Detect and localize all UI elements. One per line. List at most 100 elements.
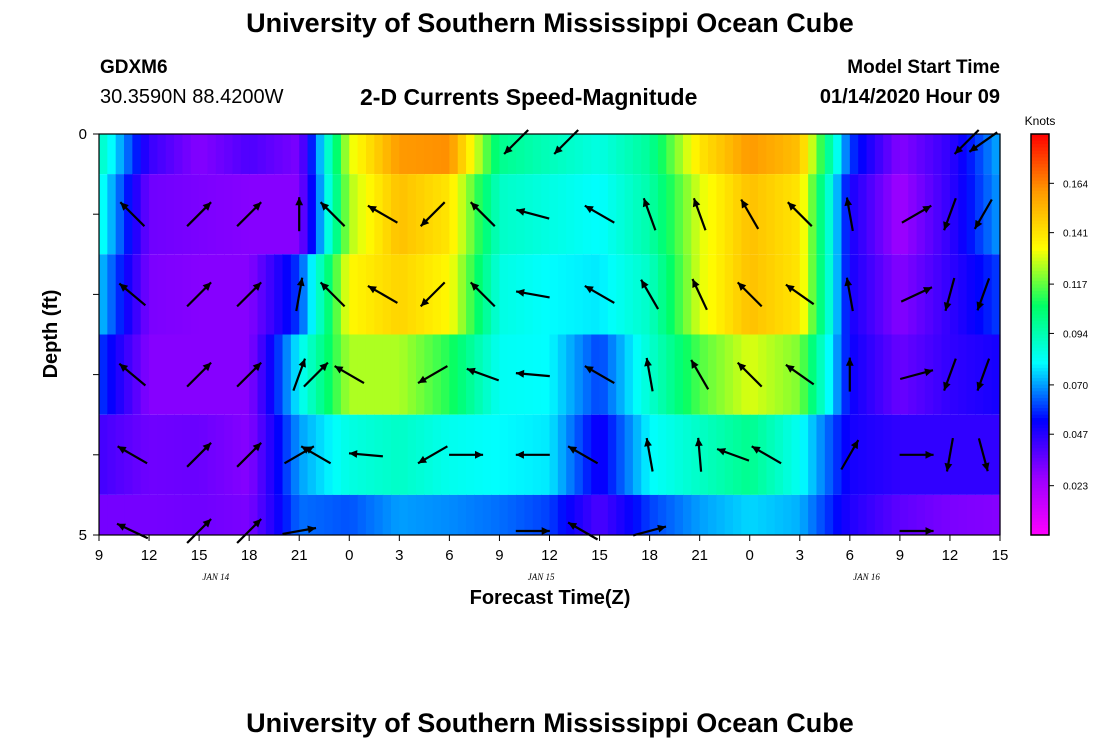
heatmap-cell bbox=[691, 174, 701, 255]
heatmap-cell bbox=[891, 334, 901, 415]
heatmap-cell bbox=[774, 494, 784, 535]
heatmap-cell bbox=[165, 414, 175, 495]
heatmap-cell bbox=[733, 494, 742, 535]
heatmap-cell bbox=[891, 134, 901, 175]
heatmap-cell bbox=[507, 334, 517, 415]
heatmap-cell bbox=[566, 334, 576, 415]
heatmap-cell bbox=[365, 134, 375, 175]
heatmap-cell bbox=[858, 414, 868, 495]
heatmap-cell bbox=[224, 334, 234, 415]
heatmap-cell bbox=[399, 334, 409, 415]
heatmap-cell bbox=[666, 254, 676, 335]
heatmap-cell bbox=[657, 494, 667, 535]
heatmap-cell bbox=[849, 174, 859, 255]
current-arrow bbox=[119, 201, 146, 227]
heatmap-cell bbox=[966, 254, 976, 335]
colorbar-swatch bbox=[1031, 434, 1049, 439]
colorbar-swatch bbox=[1031, 367, 1049, 372]
heatmap-cell bbox=[841, 494, 851, 535]
heatmap-cell bbox=[758, 254, 767, 335]
heatmap-cell bbox=[199, 334, 209, 415]
heatmap-cell bbox=[99, 494, 108, 535]
current-arrow bbox=[899, 368, 934, 381]
x-tick-label: 9 bbox=[95, 547, 103, 564]
colorbar-swatch bbox=[1031, 244, 1049, 249]
heatmap-cell bbox=[749, 494, 759, 535]
heatmap-cell bbox=[274, 174, 284, 255]
colorbar-swatch bbox=[1031, 271, 1049, 275]
colorbar-swatch bbox=[1031, 474, 1049, 479]
heatmap-cell bbox=[808, 254, 818, 335]
colorbar-swatch bbox=[1031, 277, 1049, 282]
heatmap-cell bbox=[416, 254, 425, 335]
heatmap-cell bbox=[507, 414, 517, 495]
current-arrow bbox=[319, 281, 346, 308]
colorbar-tick-label: 0.047 bbox=[1063, 430, 1088, 441]
heatmap-cell bbox=[874, 134, 884, 175]
heatmap-cell bbox=[491, 334, 501, 415]
colorbar-swatch bbox=[1031, 297, 1049, 302]
heatmap-cell bbox=[149, 334, 158, 415]
heatmap-cell bbox=[274, 494, 284, 535]
heatmap-cell bbox=[441, 334, 450, 415]
heatmap-cell bbox=[424, 134, 434, 175]
current-arrow bbox=[943, 277, 956, 312]
heatmap-cell bbox=[983, 254, 993, 335]
heatmap-cell bbox=[474, 334, 484, 415]
heatmap-cell bbox=[424, 414, 434, 495]
colorbar-swatch bbox=[1031, 414, 1049, 419]
current-arrow bbox=[303, 361, 329, 388]
heatmap-cell bbox=[541, 174, 551, 255]
colorbar-swatch bbox=[1031, 397, 1049, 402]
colorbar-swatch bbox=[1031, 504, 1049, 509]
heatmap-cell bbox=[574, 414, 584, 495]
current-arrow bbox=[840, 439, 860, 471]
heatmap-cell bbox=[624, 334, 634, 415]
heatmap-cell bbox=[557, 134, 567, 175]
heatmap-cell bbox=[783, 134, 793, 175]
heatmap-cell bbox=[958, 494, 968, 535]
heatmap-cell bbox=[724, 134, 734, 175]
heatmap-cell bbox=[265, 414, 275, 495]
heatmap-cell bbox=[566, 254, 576, 335]
colorbar-swatch bbox=[1031, 454, 1049, 459]
heatmap-cell bbox=[290, 134, 300, 175]
heatmap-cell bbox=[582, 494, 592, 535]
heatmap-cell bbox=[916, 334, 926, 415]
heatmap-cell bbox=[591, 254, 601, 335]
heatmap-cell bbox=[207, 414, 217, 495]
heatmap-cell bbox=[157, 414, 167, 495]
heatmap-cell bbox=[691, 334, 701, 415]
heatmap-cell bbox=[883, 494, 893, 535]
heatmap-cell bbox=[883, 414, 893, 495]
heatmap-cell bbox=[582, 134, 592, 175]
heatmap-cell bbox=[390, 134, 400, 175]
colorbar-swatch bbox=[1031, 528, 1049, 533]
heatmap-cell bbox=[641, 254, 651, 335]
heatmap-cell bbox=[766, 334, 776, 415]
heatmap-cell bbox=[741, 174, 751, 255]
heatmap-cell bbox=[758, 134, 767, 175]
colorbar-swatch bbox=[1031, 421, 1049, 426]
heatmap-cell bbox=[340, 134, 350, 175]
heatmap-cell bbox=[399, 414, 409, 495]
heatmap-cell bbox=[841, 134, 851, 175]
heatmap-cell bbox=[140, 334, 150, 415]
heatmap-cell bbox=[591, 494, 601, 535]
colorbar-swatch bbox=[1031, 194, 1049, 198]
heatmap-cell bbox=[716, 414, 726, 495]
current-arrow bbox=[901, 204, 932, 224]
heatmap-cell bbox=[974, 494, 984, 535]
heatmap-cell bbox=[724, 334, 734, 415]
heatmap-cell bbox=[340, 174, 350, 255]
x-tick-label: 0 bbox=[345, 547, 353, 564]
heatmap-cells bbox=[99, 134, 1001, 535]
current-arrow bbox=[690, 359, 710, 390]
heatmap-cell bbox=[933, 414, 943, 495]
heatmap-cell bbox=[724, 494, 734, 535]
heatmap-cell bbox=[249, 134, 259, 175]
heatmap-cell bbox=[657, 334, 667, 415]
colorbar-swatch bbox=[1031, 147, 1049, 152]
colorbar-swatch bbox=[1031, 464, 1049, 469]
heatmap-cell bbox=[616, 414, 626, 495]
